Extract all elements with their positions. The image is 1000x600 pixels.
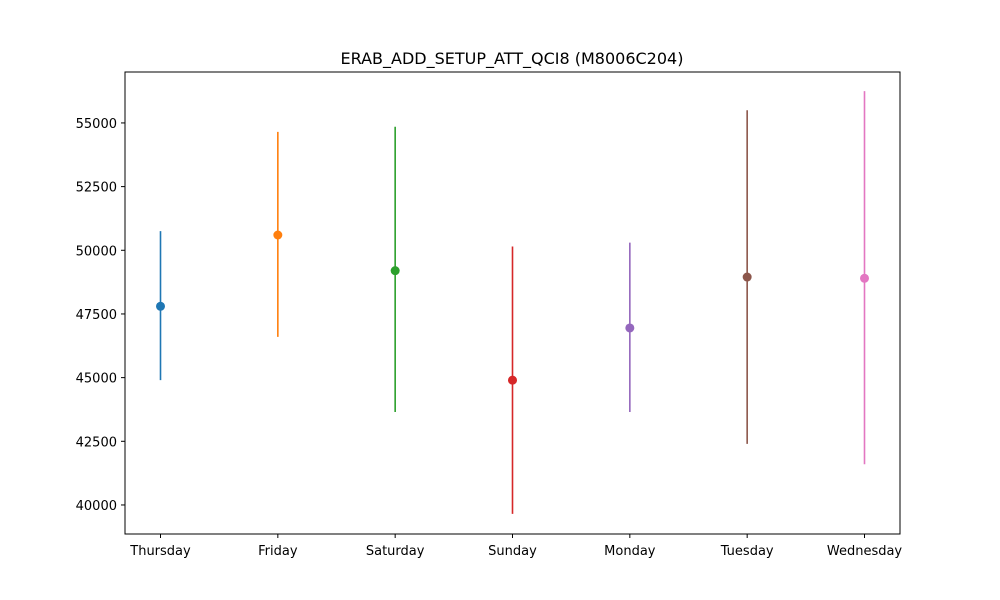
x-tick-label-wednesday: Wednesday — [827, 544, 903, 559]
y-tick-label-52500: 52500 — [76, 181, 117, 196]
y-tick-label-55000: 55000 — [76, 117, 117, 132]
y-tick-label-45000: 45000 — [76, 372, 117, 387]
x-tick-label-friday: Friday — [258, 544, 298, 559]
x-tick-label-sunday: Sunday — [488, 544, 537, 559]
chart-title: ERAB_ADD_SETUP_ATT_QCI8 (M8006C204) — [341, 49, 684, 69]
x-tick-label-monday: Monday — [604, 544, 656, 559]
mean-point-monday — [625, 323, 635, 333]
y-tick-label-47500: 47500 — [76, 308, 117, 323]
mean-point-friday — [273, 230, 283, 240]
x-tick-label-saturday: Saturday — [366, 544, 425, 559]
x-tick-label-tuesday: Tuesday — [720, 544, 774, 559]
y-tick-label-42500: 42500 — [76, 435, 117, 450]
mean-point-thursday — [156, 301, 165, 311]
mean-point-saturday — [390, 266, 400, 276]
y-tick-label-50000: 50000 — [76, 244, 117, 259]
mean-point-wednesday — [860, 273, 869, 283]
mean-point-sunday — [508, 375, 517, 385]
y-tick-label-40000: 40000 — [76, 499, 117, 514]
mean-point-tuesday — [742, 272, 752, 282]
x-tick-label-thursday: Thursday — [129, 544, 191, 559]
